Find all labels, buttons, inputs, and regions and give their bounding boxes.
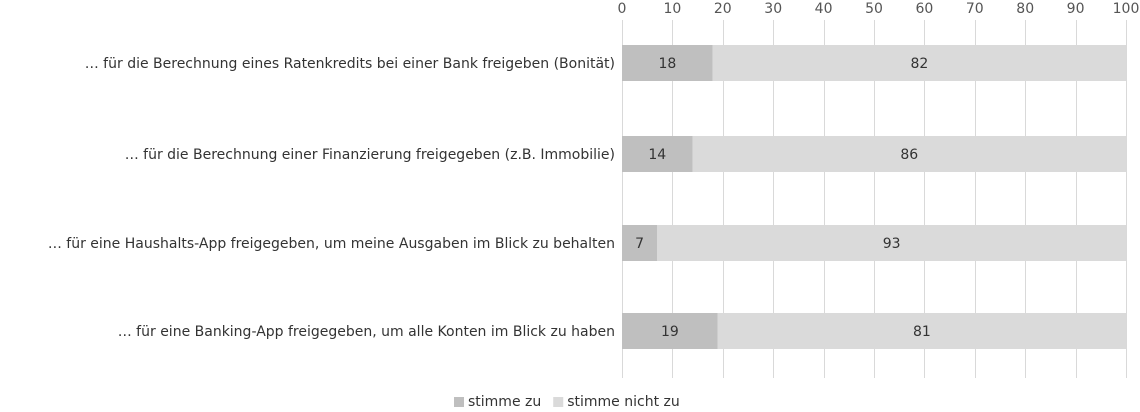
x-tick-label: 90 (1067, 1, 1085, 17)
x-axis-ticks: 0 10 20 30 40 50 60 70 80 90 100 (618, 1, 1140, 17)
category-label: … für die Berechnung einer Finanzierung … (125, 147, 615, 163)
legend-swatch (553, 397, 564, 407)
category-label: … für eine Banking-App freigegeben, um a… (118, 324, 615, 340)
x-tick-label: 20 (714, 1, 732, 17)
x-tick-label: 60 (915, 1, 933, 17)
bar-segment-stimme-zu (622, 313, 718, 349)
x-tick-label: 100 (1113, 1, 1140, 17)
legend-label: stimme zu (468, 394, 541, 410)
x-tick-label: 30 (764, 1, 782, 17)
data-label: 18 (658, 56, 676, 72)
bar-segment-stimme-zu (622, 136, 693, 172)
x-tick-label: 50 (865, 1, 883, 17)
bar-segment-stimme-nicht-zu (712, 45, 1126, 81)
legend-swatch (454, 397, 464, 407)
legend-item: stimme nicht zu (553, 394, 680, 410)
bar-segment-stimme-zu (622, 45, 713, 81)
bar-segment-stimme-nicht-zu (657, 225, 1126, 261)
data-label: 93 (883, 236, 901, 252)
data-label: 81 (913, 324, 931, 340)
legend-item: stimme zu (454, 394, 541, 410)
x-tick-label: 80 (1016, 1, 1034, 17)
x-tick-label: 40 (815, 1, 833, 17)
data-label: 7 (635, 236, 644, 252)
legend: stimme zu stimme nicht zu (454, 394, 680, 410)
bar-segment-stimme-nicht-zu (692, 136, 1126, 172)
data-label: 19 (661, 324, 679, 340)
legend-label: stimme nicht zu (567, 394, 680, 410)
bar-segment-stimme-zu (622, 225, 658, 261)
data-label: 14 (648, 147, 666, 163)
x-tick-label: 10 (663, 1, 681, 17)
bar-segment-stimme-nicht-zu (717, 313, 1126, 349)
x-tick-label: 70 (966, 1, 984, 17)
category-label: … für eine Haushalts-App freigegeben, um… (48, 236, 615, 252)
x-tick-label: 0 (618, 1, 627, 17)
category-labels: … für die Berechnung eines Ratenkredits … (48, 56, 615, 340)
category-label: … für die Berechnung eines Ratenkredits … (85, 56, 615, 72)
bars: 18 82 14 86 7 93 19 81 (622, 45, 1126, 349)
data-label: 86 (900, 147, 918, 163)
data-label: 82 (910, 56, 928, 72)
